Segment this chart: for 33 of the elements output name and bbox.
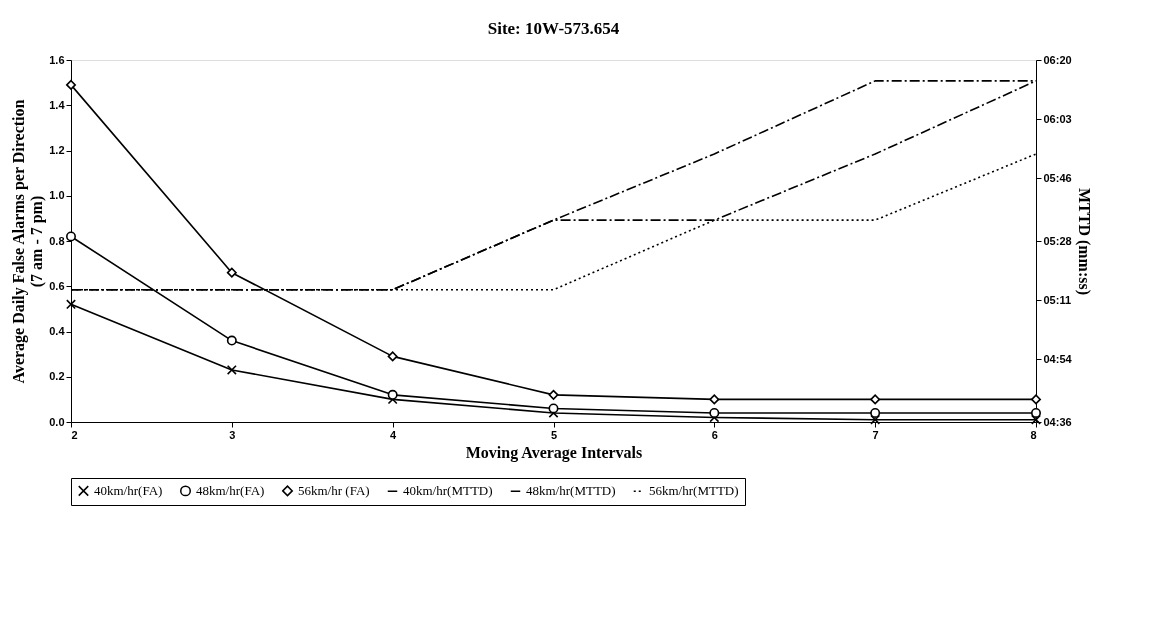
x-tick-label: 2 bbox=[71, 428, 78, 441]
x-tick-label: 5 bbox=[550, 428, 558, 441]
x-tick-label: 7 bbox=[872, 428, 879, 441]
x-axis-title: Moving Average Intervals bbox=[465, 443, 643, 462]
x-tick-label: 3 bbox=[229, 428, 236, 441]
legend-label: 40km/hr(MTTD) bbox=[403, 483, 493, 499]
y-tick-label: 0.0 bbox=[49, 415, 65, 428]
y2-tick-label: 06:20 bbox=[1043, 53, 1072, 66]
y-tick-label: 0.6 bbox=[49, 279, 65, 292]
chart-title: Site: 10W-573.654 bbox=[487, 19, 620, 38]
legend-label: 48km/hr(FA) bbox=[196, 482, 265, 498]
legend-label: 40km/hr(FA) bbox=[94, 482, 163, 498]
x-tick-label: 4 bbox=[390, 428, 398, 441]
y-tick-label: 0.8 bbox=[49, 234, 65, 247]
legend-label: 56km/hr (FA) bbox=[298, 482, 370, 498]
y2-tick-label: 04:36 bbox=[1043, 415, 1072, 428]
y-tick-label: 1.4 bbox=[49, 98, 66, 111]
y2-tick-label: 04:54 bbox=[1043, 352, 1073, 365]
y2-tick-label: 05:28 bbox=[1043, 234, 1072, 247]
y-axis-title: Average Daily False Alarms per Direction (7 am - 7 pm) bbox=[10, 99, 47, 384]
x-tick-label: 8 bbox=[1030, 428, 1037, 441]
y-tick-label: 1.0 bbox=[49, 189, 65, 202]
y2-tick-label: 05:46 bbox=[1043, 171, 1072, 184]
legend-label: 48km/hr(MTTD) bbox=[526, 483, 616, 499]
y2-tick-label: 05:11 bbox=[1043, 293, 1072, 306]
x-tick-label: 6 bbox=[711, 428, 718, 441]
y2-axis-title: MTTD (mm:ss) bbox=[1074, 187, 1093, 296]
y2-tick-label: 06:03 bbox=[1043, 112, 1072, 125]
y-tick-label: 1.6 bbox=[49, 53, 65, 66]
y-tick-label: 1.2 bbox=[49, 144, 65, 156]
y-tick-label: 0.2 bbox=[49, 370, 65, 383]
legend-label: 56km/hr(MTTD) bbox=[649, 483, 739, 499]
y-tick-label: 0.4 bbox=[49, 325, 66, 337]
